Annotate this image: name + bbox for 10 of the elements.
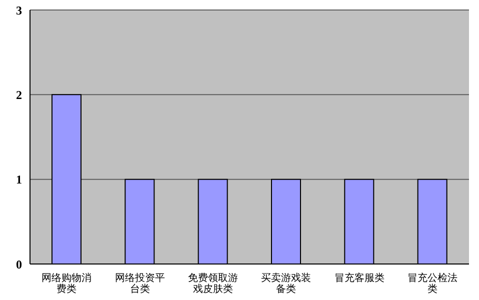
y-tick-label: 0 xyxy=(16,257,22,272)
x-tick-label: 免费领取游戏皮肤类 xyxy=(188,272,238,295)
x-tick-label: 冒充公检法类 xyxy=(407,272,458,295)
y-tick-label: 2 xyxy=(16,88,22,102)
x-tick-label: 网络购物消费类 xyxy=(42,272,92,295)
x-tick-label: 网络投资平台类 xyxy=(114,272,165,295)
x-tick-label: 买卖游戏装备类 xyxy=(261,272,312,295)
y-tick-label: 3 xyxy=(16,3,22,18)
y-tick-label: 1 xyxy=(16,172,22,187)
x-tick-label: 冒充客服类 xyxy=(334,272,384,284)
